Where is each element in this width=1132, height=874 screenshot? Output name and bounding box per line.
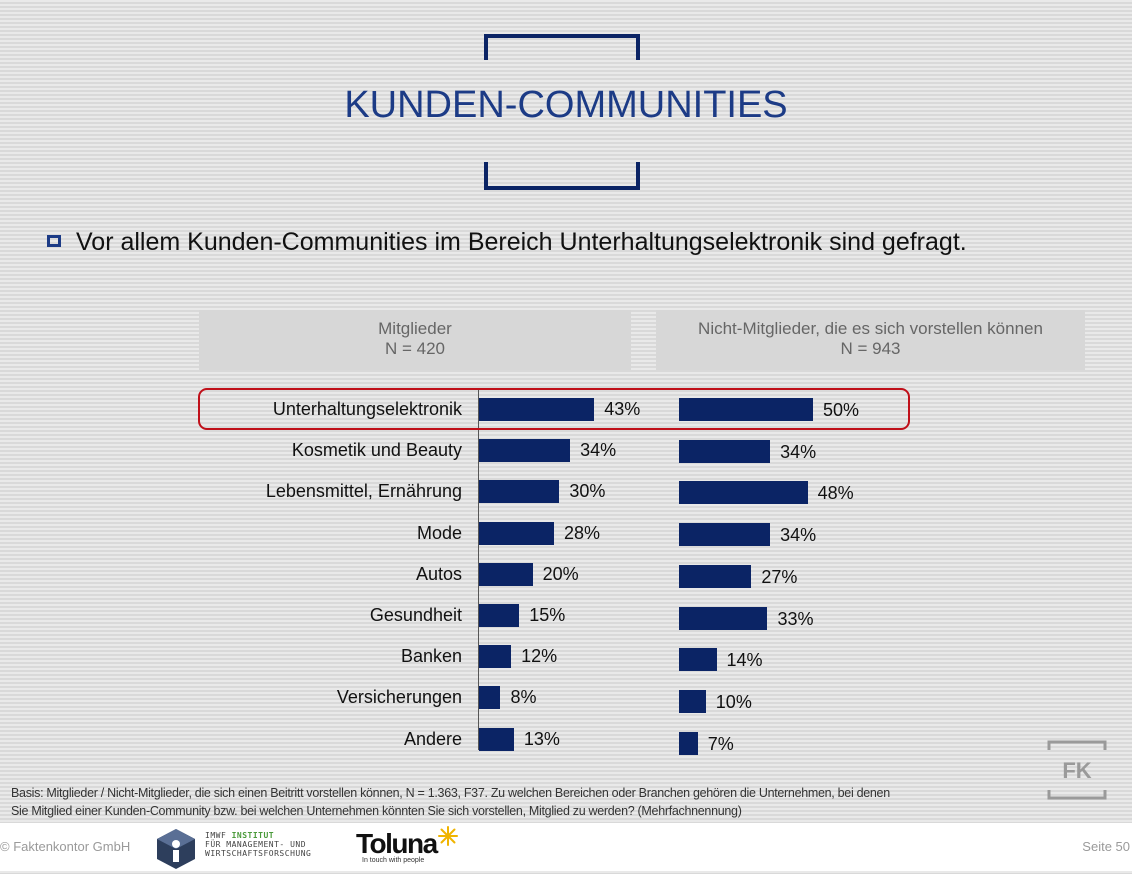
members-bar <box>479 480 560 504</box>
imwf-logo: IMWF INSTITUT FÜR MANAGEMENT- UND WIRTSC… <box>153 827 343 869</box>
non-members-sample-size: N = 943 <box>840 339 901 358</box>
category-label: Gesundheit <box>369 605 462 625</box>
members-value-label: 15% <box>529 605 566 625</box>
members-value-label: 12% <box>521 646 558 667</box>
members-value-label: 34% <box>580 440 617 461</box>
highlight-frame <box>198 388 910 430</box>
category-label: Mode <box>416 522 462 543</box>
non-members-value-label: 34% <box>780 441 817 462</box>
category-label: Versicherungen <box>336 687 462 708</box>
members-bar <box>479 727 514 751</box>
category-label: Lebensmittel, Ernährung <box>265 481 462 502</box>
category-label: Unterhaltungselektronik <box>272 399 462 419</box>
members-bar <box>479 439 571 463</box>
members-value-label: 30% <box>569 481 606 502</box>
category-label: Autos <box>415 563 462 584</box>
members-bar <box>479 645 512 669</box>
members-bar <box>479 686 501 710</box>
title-bracket-bottom <box>484 162 640 190</box>
non-members-value-label: 27% <box>761 566 798 587</box>
slide-title: KUNDEN-COMMUNITIES <box>344 84 788 126</box>
toluna-wordmark: Toluna <box>356 828 438 859</box>
non-members-bar <box>679 606 768 630</box>
category-label: Banken <box>400 646 462 667</box>
non-members-value-label: 48% <box>817 483 854 504</box>
non-members-value-label: 34% <box>780 525 817 546</box>
faktenkontor-logo: FK <box>1047 740 1107 800</box>
title-bracket-top <box>484 34 640 60</box>
non-members-bar <box>679 398 813 421</box>
non-members-header-label: Nicht-Mitglieder, die es sich vorstellen… <box>698 319 1043 338</box>
members-value-label: 43% <box>604 399 641 419</box>
imwf-institut: INSTITUT <box>231 831 275 840</box>
members-value-label: 13% <box>523 728 560 749</box>
non-members-value-label: 50% <box>823 400 860 420</box>
non-members-bar <box>679 731 698 755</box>
members-column-header: Mitglieder N = 420 <box>199 310 631 370</box>
non-members-bar <box>679 564 752 588</box>
members-sample-size: N = 420 <box>384 339 445 358</box>
non-members-value-label: 33% <box>777 608 814 629</box>
members-bar <box>479 398 595 421</box>
members-bar <box>479 521 555 545</box>
toluna-logo: Toluna In touch with people <box>356 826 466 868</box>
imwf-abbr: IMWF <box>205 831 227 840</box>
imwf-line-3: WIRTSCHAFTSFORSCHUNG <box>205 849 312 858</box>
category-label: Andere <box>403 728 462 749</box>
members-value-label: 20% <box>542 563 579 584</box>
non-members-value-label: 10% <box>715 691 752 712</box>
imwf-wordmark: IMWF INSTITUT FÜR MANAGEMENT- UND WIRTSC… <box>205 831 311 858</box>
non-members-bar <box>679 481 808 505</box>
headline: Vor allem Kunden-Communities im Bereich … <box>76 228 967 256</box>
imwf-emblem-icon <box>157 829 195 869</box>
footnote: Basis: Mitglieder / Nicht-Mitglieder, di… <box>11 784 1021 820</box>
members-bar <box>479 562 533 586</box>
imwf-line-2: FÜR MANAGEMENT- UND <box>205 840 307 849</box>
members-value-label: 28% <box>564 522 601 543</box>
members-value-label: 8% <box>510 687 537 708</box>
fk-logo-text: FK <box>1062 758 1091 783</box>
non-members-bar <box>679 689 706 713</box>
toluna-tagline: In touch with people <box>362 857 425 864</box>
category-label: Kosmetik und Beauty <box>291 440 462 461</box>
non-members-bar <box>679 523 771 547</box>
non-members-column-header: Nicht-Mitglieder, die es sich vorstellen… <box>656 310 1085 370</box>
chart-axis-line <box>478 390 479 750</box>
non-members-bar <box>679 648 717 672</box>
copyright: © Faktenkontor GmbH <box>0 839 131 854</box>
toluna-star-icon <box>438 826 458 846</box>
non-members-value-label: 7% <box>707 733 734 754</box>
members-header-label: Mitglieder <box>378 319 452 338</box>
footnote-line-2: Sie Mitglied einer Kunden-Community bzw.… <box>11 804 742 818</box>
footnote-line-1: Basis: Mitglieder / Nicht-Mitglieder, di… <box>11 786 890 800</box>
members-bar <box>479 604 520 627</box>
page-number: Seite 50 <box>1082 839 1130 854</box>
bullet-icon <box>47 235 61 247</box>
non-members-bar <box>679 439 771 463</box>
non-members-value-label: 14% <box>726 650 763 671</box>
